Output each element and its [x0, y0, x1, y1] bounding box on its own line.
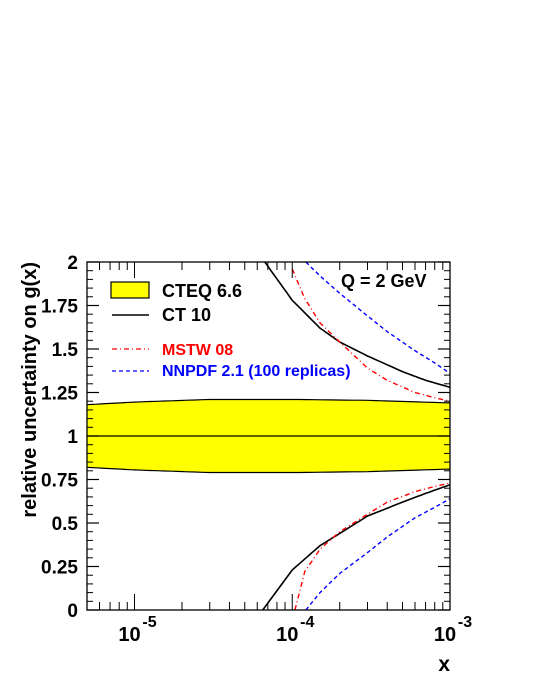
series-line-3 [294, 482, 450, 610]
x-tick-label-2: 10 [434, 624, 456, 646]
series-line-4 [291, 268, 450, 402]
legend-swatch-band [110, 281, 150, 299]
y-tick-label-0: 0 [67, 601, 78, 622]
y-axis-label: relative uncertainty on g(x) [19, 262, 41, 518]
x-tick-label-1: 10 [276, 624, 298, 646]
annotation-q: Q = 2 GeV [341, 271, 427, 291]
series-line-6 [305, 262, 450, 374]
band-upper-edge [86, 398, 451, 406]
frame-layer [86, 261, 451, 611]
y-tick-label-3: 0.75 [41, 471, 78, 492]
y-tick-label-1: 0.25 [41, 558, 78, 579]
y-tick-label-6: 1.5 [52, 340, 79, 361]
y-tick-label-7: 1.75 [41, 297, 78, 318]
y-tick-label-8: 2 [67, 253, 78, 274]
band-lower-edge [86, 466, 451, 474]
y-tick-label-2: 0.5 [52, 514, 79, 535]
y-tick-label-5: 1.25 [41, 384, 78, 405]
legend: CTEQ 6.6 CT 10 MSTW 08 NNPDF 2.1 (100 re… [110, 281, 351, 380]
band-layer [86, 398, 451, 474]
x-tick-exponent-2: -3 [458, 614, 472, 631]
legend-label-nnpdf21: NNPDF 2.1 (100 replicas) [162, 363, 351, 380]
series-line-2 [264, 262, 450, 389]
series-line-5 [305, 497, 450, 610]
x-axis-label: x [438, 653, 450, 676]
legend-label-ct10: CT 10 [162, 305, 211, 325]
series-layer [262, 262, 450, 610]
legend-label-mstw08: MSTW 08 [162, 342, 233, 359]
x-tick-exponent-0: -5 [142, 614, 156, 631]
x-tick-exponent-1: -4 [300, 614, 314, 631]
x-tick-label-0: 10 [118, 624, 140, 646]
y-tick-label-4: 1 [67, 427, 78, 448]
legend-label-cteq66: CTEQ 6.6 [162, 281, 242, 301]
series-line-1 [262, 483, 450, 610]
